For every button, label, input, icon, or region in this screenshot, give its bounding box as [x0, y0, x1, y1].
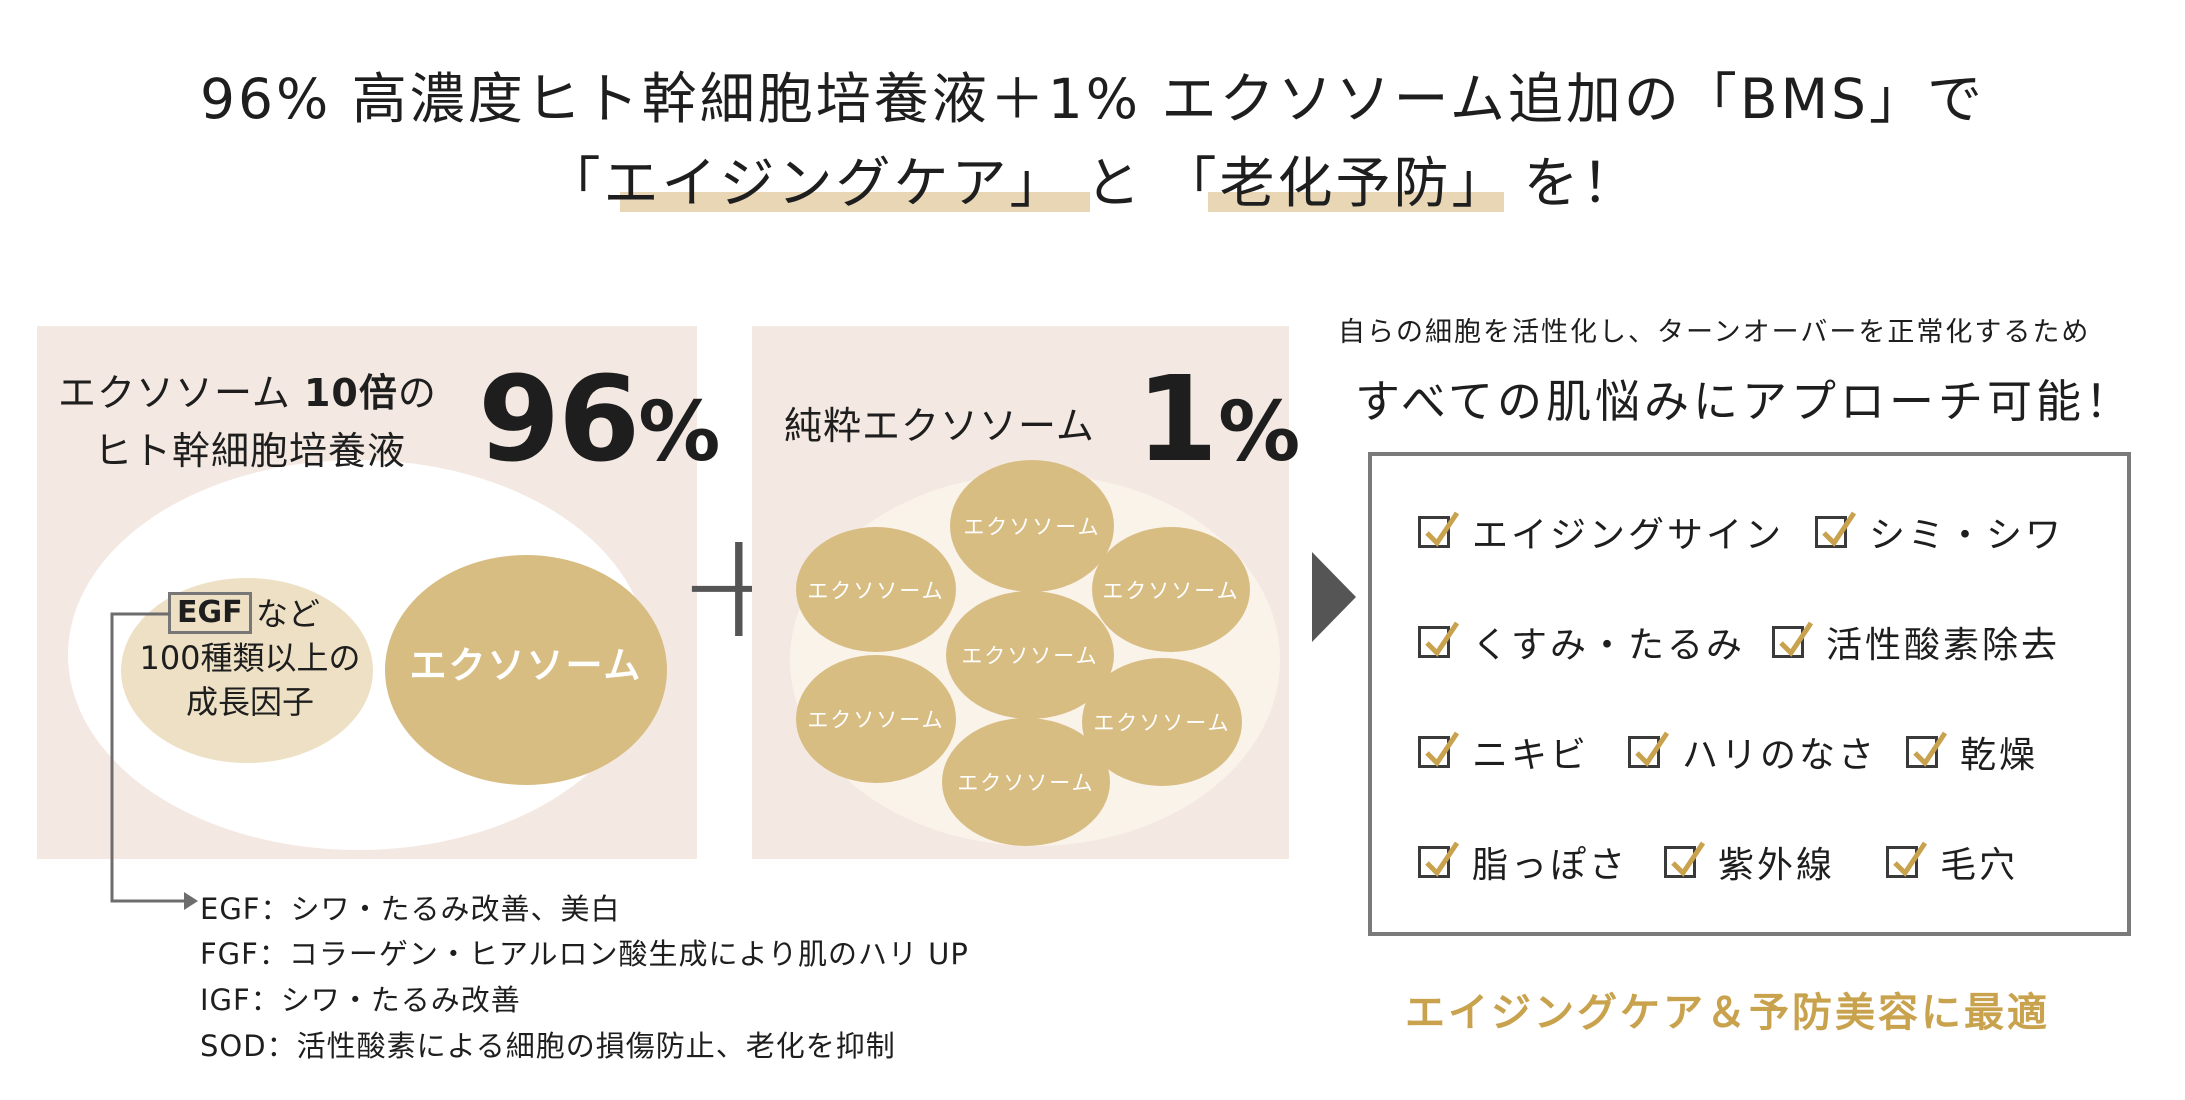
exosome-circle-bottom: エクソソーム	[942, 718, 1110, 846]
panel2-title: 純粋エクソソーム	[784, 404, 1095, 448]
factor-igf: IGF：シワ・たるみ改善	[200, 983, 521, 1017]
factor-egf: EGF：シワ・たるみ改善、美白	[200, 892, 621, 926]
connector-arrow-icon	[110, 612, 198, 910]
headline-underline-1	[620, 192, 1090, 212]
panel1-title-line1: エクソソーム 10倍の	[58, 362, 437, 417]
exosome-circle-right-upper: エクソソーム	[1092, 527, 1250, 652]
check-label: 毛穴	[1940, 845, 2019, 886]
check-item-oiliness: 脂っぽさ	[1418, 836, 1628, 888]
headline-underline-2	[1208, 192, 1504, 212]
benefits-subtitle: 自らの細胞を活性化し、ターンオーバーを正常化するため	[1338, 317, 2091, 348]
check-label: 乾燥	[1960, 735, 2039, 776]
checkbox-icon	[1886, 841, 1928, 878]
panel1-number: 96	[478, 350, 640, 488]
headline-aging-care: 「エイジングケア」	[545, 151, 1068, 215]
factor-sod: SOD：活性酸素による細胞の損傷防止、老化を抑制	[200, 1029, 896, 1063]
exosome-circle-center: エクソソーム	[946, 591, 1114, 719]
checkbox-icon	[1418, 511, 1460, 548]
factor-fgf: FGF：コラーゲン・ヒアルロン酸生成により肌のハリ UP	[200, 937, 969, 971]
benefits-box	[1368, 452, 2131, 936]
check-label: 活性酸素除去	[1826, 625, 2061, 666]
headline-end: を！	[1523, 151, 1640, 215]
checkbox-icon	[1418, 621, 1460, 658]
headline-line1: 96% 高濃度ヒト幹細胞培養液＋1% エクソソーム追加の「BMS」で	[200, 67, 1985, 131]
panel1-title-line2: ヒト幹細胞培養液	[94, 429, 407, 473]
panel1-percent-sign: %	[638, 385, 720, 480]
check-label: エイジングサイン	[1472, 515, 1785, 556]
check-label: ハリのなさ	[1682, 735, 1878, 776]
panel1-title-tenfold: 10倍	[303, 371, 398, 415]
check-label: くすみ・たるみ	[1472, 625, 1746, 666]
benefits-footer: エイジングケア＆予防美容に最適	[1405, 990, 2050, 1036]
arrow-right-icon	[1312, 552, 1356, 642]
growth-factor-label: 成長因子	[185, 683, 314, 721]
exosome-circle-left-upper: エクソソーム	[796, 527, 956, 652]
check-item-acne: ニキビ	[1418, 726, 1589, 778]
panel1-title-no: の	[397, 371, 437, 415]
exosome-circle-top: エクソソーム	[950, 460, 1114, 592]
check-item-dryness: 乾燥	[1906, 726, 2038, 778]
benefits-heading: すべての肌悩みにアプローチ可能！	[1355, 375, 2135, 428]
check-item-aging-sign: エイジングサイン	[1418, 506, 1784, 558]
checkbox-icon	[1815, 511, 1857, 548]
checkbox-icon	[1906, 731, 1948, 768]
egf-suffix: など	[256, 595, 321, 633]
panel2-percentage: 1%	[1136, 350, 1300, 488]
check-item-pores: 毛穴	[1886, 836, 2018, 888]
checkbox-icon	[1664, 841, 1706, 878]
exosome-label: エクソソーム	[409, 644, 643, 687]
check-item-uv: 紫外線	[1664, 836, 1835, 888]
egf-label-box: EGF	[168, 592, 252, 634]
checkbox-icon	[1418, 731, 1460, 768]
check-label: 紫外線	[1718, 845, 1836, 886]
headline-conj: と	[1085, 151, 1144, 215]
panel1-title-exosome: エクソソーム	[58, 371, 291, 415]
check-item-spots-wrinkles: シミ・シワ	[1815, 506, 2064, 558]
checkbox-icon	[1628, 731, 1670, 768]
check-label: ニキビ	[1472, 735, 1590, 776]
exosome-circle-left-lower: エクソソーム	[796, 655, 956, 783]
panel2-percent-sign: %	[1218, 385, 1301, 480]
panel1-percentage: 96%	[478, 350, 720, 488]
headline-line2: 「エイジングケア」と「老化予防」 を！	[0, 156, 2185, 211]
checkbox-icon	[1418, 841, 1460, 878]
panel2-number: 1	[1136, 350, 1219, 488]
growth-factor-count: 100種類以上の	[139, 639, 361, 677]
check-item-active-oxygen: 活性酸素除去	[1772, 616, 2060, 668]
check-item-firmness: ハリのなさ	[1628, 726, 1877, 778]
checkbox-icon	[1772, 621, 1814, 658]
exosome-circle	[385, 555, 667, 785]
check-item-dullness-sagging: くすみ・たるみ	[1418, 616, 1745, 668]
exosome-circle-right-lower: エクソソーム	[1082, 658, 1242, 786]
headline-prevention: 「老化予防」	[1161, 151, 1510, 215]
check-label: シミ・シワ	[1869, 515, 2065, 556]
check-label: 脂っぽさ	[1472, 845, 1629, 886]
